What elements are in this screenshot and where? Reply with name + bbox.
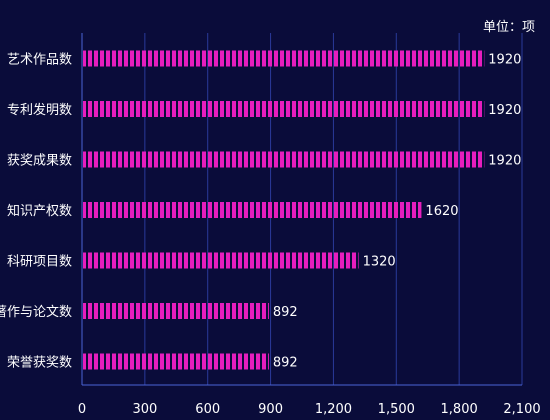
value-label: 1920 bbox=[488, 53, 521, 68]
bar bbox=[83, 50, 485, 67]
category-label: 知识产权数 bbox=[7, 203, 72, 219]
category-label: 荣誉获奖数 bbox=[7, 356, 72, 371]
category-label: 获奖成果数 bbox=[7, 154, 72, 169]
x-tick-label: 1,200 bbox=[315, 402, 352, 417]
bar bbox=[83, 101, 485, 117]
bar bbox=[83, 151, 485, 168]
category-label: 艺术作品数 bbox=[7, 53, 72, 68]
x-tick-label: 1,500 bbox=[378, 402, 415, 417]
value-label: 1620 bbox=[425, 204, 458, 219]
value-label: 892 bbox=[273, 356, 298, 371]
category-label: 专利发明数 bbox=[7, 102, 72, 118]
x-tick-label: 600 bbox=[195, 402, 220, 417]
x-tick-label: 900 bbox=[258, 402, 283, 417]
value-label: 1920 bbox=[488, 154, 521, 169]
category-label: 科研项目数 bbox=[7, 255, 72, 270]
bar bbox=[83, 353, 269, 370]
bar bbox=[83, 303, 269, 319]
x-tick-label: 0 bbox=[78, 402, 86, 417]
unit-label: 单位：项 bbox=[482, 20, 535, 35]
value-label: 892 bbox=[273, 305, 298, 320]
value-label: 1320 bbox=[363, 255, 396, 270]
value-label: 1920 bbox=[488, 103, 521, 118]
x-tick-label: 300 bbox=[132, 402, 157, 417]
x-tick-label: 1,800 bbox=[441, 402, 478, 417]
category-label: 著作与论文数 bbox=[0, 305, 72, 320]
bar bbox=[83, 252, 359, 269]
x-tick-label: 2,100 bbox=[503, 402, 540, 417]
bar bbox=[83, 202, 422, 218]
